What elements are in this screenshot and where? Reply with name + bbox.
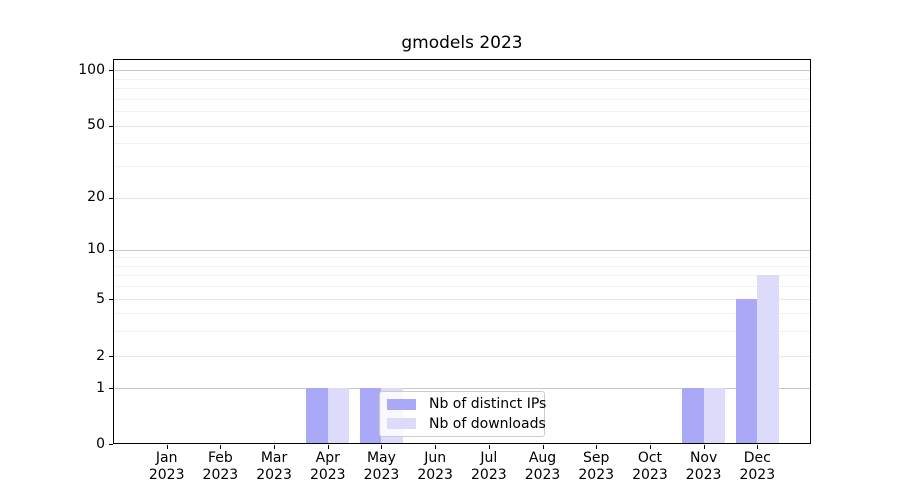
- minor-gridline: [114, 78, 810, 80]
- minor-gridline: [114, 110, 810, 112]
- y-tick-label: 100: [78, 61, 105, 78]
- minor-gridline: [114, 265, 810, 267]
- x-tick-mark: [327, 445, 329, 449]
- y-tick-mark: [109, 299, 113, 301]
- x-tick-mark: [488, 445, 490, 449]
- x-tick-mark: [596, 445, 598, 449]
- legend-item-distinct-ips: Nb of distinct IPs: [387, 395, 546, 413]
- legend-label-distinct-ips: Nb of distinct IPs: [429, 396, 547, 413]
- minor-gridline: [114, 143, 810, 145]
- y-tick-mark: [109, 125, 113, 127]
- legend: Nb of distinct IPs Nb of downloads: [379, 391, 546, 437]
- gridline: [114, 70, 810, 72]
- y-tick-mark: [109, 249, 113, 251]
- x-tick-label: Jun 2023: [417, 450, 453, 483]
- minor-gridline: [114, 98, 810, 100]
- y-tick-label: 5: [96, 290, 105, 307]
- bar-distinct-ips: [359, 388, 382, 444]
- gridline: [114, 249, 810, 251]
- bar-distinct-ips: [735, 299, 758, 444]
- bar-distinct-ips: [306, 388, 328, 444]
- y-tick-label: 2: [96, 347, 105, 364]
- bar-distinct-ips: [682, 388, 704, 444]
- x-tick-mark: [435, 445, 437, 449]
- legend-item-downloads: Nb of downloads: [387, 415, 546, 433]
- y-tick-mark: [109, 388, 113, 390]
- y-tick-label: 20: [87, 189, 105, 205]
- chart-title: gmodels 2023: [401, 33, 523, 53]
- x-tick-label: Mar 2023: [256, 450, 292, 483]
- gridline: [114, 299, 810, 301]
- x-tick-label: Nov 2023: [685, 450, 722, 483]
- x-tick-label: Oct 2023: [632, 450, 668, 483]
- y-tick-mark: [109, 197, 113, 199]
- x-tick-mark: [166, 445, 168, 449]
- y-tick-mark: [109, 356, 113, 357]
- x-tick-label: Feb 2023: [202, 450, 239, 483]
- x-tick-mark: [274, 445, 276, 449]
- x-tick-mark: [220, 445, 222, 449]
- gridline: [114, 356, 810, 357]
- x-tick-mark: [381, 445, 383, 449]
- x-tick-mark: [757, 445, 759, 449]
- x-tick-label: Sep 2023: [578, 450, 615, 483]
- gridline: [114, 197, 810, 199]
- x-tick-label: May 2023: [363, 450, 400, 483]
- minor-gridline: [114, 330, 810, 332]
- gridline: [114, 388, 810, 390]
- x-tick-label: Dec 2023: [739, 450, 776, 483]
- minor-gridline: [114, 257, 810, 259]
- x-tick-label: Apr 2023: [309, 450, 346, 483]
- y-tick-label: 50: [87, 117, 105, 133]
- gridline: [114, 125, 810, 127]
- minor-gridline: [114, 165, 810, 167]
- minor-gridline: [114, 88, 810, 90]
- legend-swatch-downloads-icon: [387, 418, 416, 430]
- minor-gridline: [114, 275, 810, 277]
- bar-downloads: [757, 275, 779, 444]
- x-tick-label: Jan 2023: [148, 450, 185, 483]
- x-tick-label: Jul 2023: [471, 450, 507, 483]
- x-tick-mark: [542, 445, 544, 449]
- y-tick-mark: [109, 444, 113, 445]
- y-tick-label: 10: [87, 241, 105, 258]
- y-tick-label: 1: [96, 379, 105, 396]
- x-tick-mark: [703, 445, 705, 449]
- minor-gridline: [114, 286, 810, 288]
- x-tick-label: Aug 2023: [524, 450, 561, 483]
- bar-downloads: [703, 388, 726, 444]
- plot-border: [113, 59, 811, 444]
- minor-gridline: [114, 313, 810, 315]
- bar-downloads: [327, 388, 350, 444]
- y-tick-mark: [109, 70, 113, 72]
- legend-label-downloads: Nb of downloads: [429, 415, 546, 432]
- legend-swatch-distinct-ips-icon: [387, 398, 416, 410]
- y-tick-label: 0: [96, 435, 105, 452]
- x-tick-mark: [649, 445, 651, 449]
